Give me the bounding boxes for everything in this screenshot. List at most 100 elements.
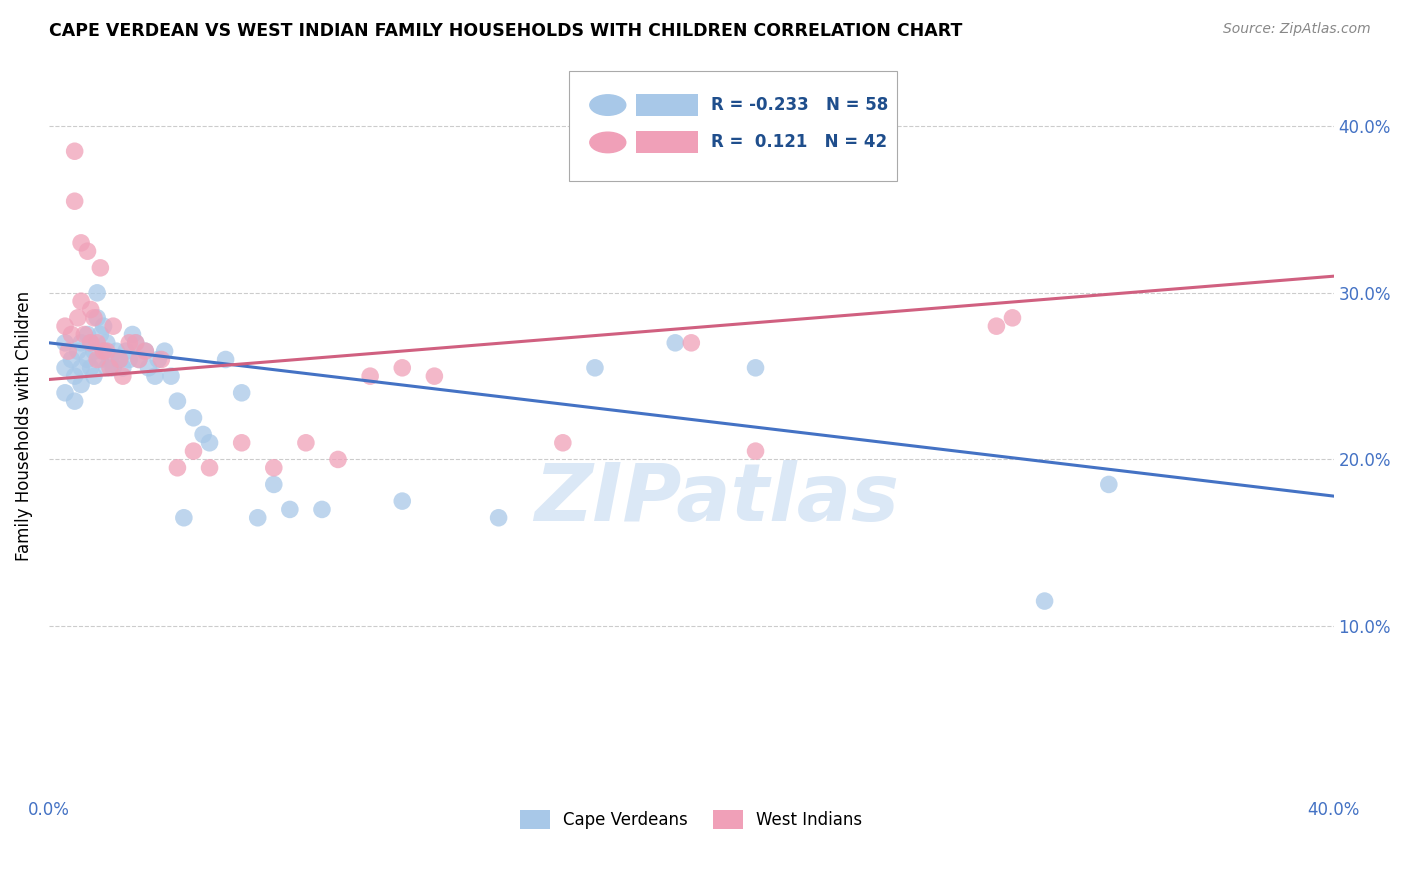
- Text: R = -0.233   N = 58: R = -0.233 N = 58: [710, 96, 887, 114]
- Point: [86, 285, 108, 300]
- Point: [391, 360, 413, 375]
- Point: [744, 360, 766, 375]
- Point: [98, 352, 121, 367]
- Point: [111, 369, 134, 384]
- FancyBboxPatch shape: [569, 70, 897, 180]
- Point: [93, 344, 115, 359]
- Point: [70, 294, 93, 309]
- Point: [111, 360, 134, 375]
- Point: [231, 435, 253, 450]
- Point: [664, 335, 686, 350]
- Point: [58, 344, 80, 359]
- Point: [986, 319, 1008, 334]
- Point: [86, 310, 108, 325]
- Circle shape: [589, 132, 626, 153]
- Point: [326, 452, 349, 467]
- Point: [53, 360, 76, 375]
- Point: [53, 319, 76, 334]
- Point: [198, 435, 221, 450]
- Legend: Cape Verdeans, West Indians: Cape Verdeans, West Indians: [513, 803, 869, 836]
- Point: [198, 460, 221, 475]
- Point: [423, 369, 446, 384]
- Point: [108, 352, 131, 367]
- FancyBboxPatch shape: [636, 94, 697, 116]
- Point: [359, 369, 381, 384]
- Point: [118, 352, 141, 367]
- Point: [89, 327, 111, 342]
- Point: [183, 410, 205, 425]
- Point: [681, 335, 703, 350]
- Point: [86, 352, 108, 367]
- Point: [63, 394, 86, 409]
- Point: [93, 319, 115, 334]
- Point: [214, 352, 236, 367]
- Point: [93, 344, 115, 359]
- Point: [160, 369, 183, 384]
- Point: [134, 344, 156, 359]
- Point: [70, 377, 93, 392]
- Point: [105, 344, 128, 359]
- Point: [246, 510, 269, 524]
- Point: [128, 352, 150, 367]
- Point: [89, 260, 111, 275]
- Point: [96, 335, 118, 350]
- Point: [53, 385, 76, 400]
- Point: [83, 310, 105, 325]
- Point: [166, 460, 188, 475]
- Point: [98, 360, 121, 375]
- Point: [278, 502, 301, 516]
- Point: [80, 302, 103, 317]
- Point: [103, 319, 125, 334]
- Y-axis label: Family Households with Children: Family Households with Children: [15, 291, 32, 561]
- Point: [60, 327, 83, 342]
- Point: [183, 444, 205, 458]
- Point: [70, 335, 93, 350]
- Point: [80, 335, 103, 350]
- Point: [121, 327, 143, 342]
- Point: [134, 344, 156, 359]
- Point: [191, 427, 214, 442]
- Text: ZIPatlas: ZIPatlas: [534, 460, 900, 539]
- Point: [66, 344, 89, 359]
- Point: [115, 344, 138, 359]
- Point: [173, 510, 195, 524]
- Point: [295, 435, 318, 450]
- Point: [128, 352, 150, 367]
- Point: [66, 310, 89, 325]
- Point: [80, 335, 103, 350]
- Point: [63, 145, 86, 159]
- Point: [96, 360, 118, 375]
- Point: [143, 369, 166, 384]
- Point: [153, 344, 176, 359]
- Text: Source: ZipAtlas.com: Source: ZipAtlas.com: [1223, 22, 1371, 37]
- Point: [83, 369, 105, 384]
- Point: [1098, 477, 1121, 491]
- Point: [76, 352, 98, 367]
- Point: [63, 194, 86, 209]
- Point: [231, 385, 253, 400]
- Point: [70, 235, 93, 250]
- Point: [744, 444, 766, 458]
- Text: CAPE VERDEAN VS WEST INDIAN FAMILY HOUSEHOLDS WITH CHILDREN CORRELATION CHART: CAPE VERDEAN VS WEST INDIAN FAMILY HOUSE…: [49, 22, 963, 40]
- Point: [80, 360, 103, 375]
- Point: [76, 327, 98, 342]
- Point: [166, 394, 188, 409]
- Point: [70, 360, 93, 375]
- Point: [76, 244, 98, 259]
- Text: R =  0.121   N = 42: R = 0.121 N = 42: [710, 134, 887, 152]
- Point: [53, 335, 76, 350]
- Point: [263, 477, 285, 491]
- FancyBboxPatch shape: [636, 131, 697, 153]
- Point: [86, 335, 108, 350]
- Point: [60, 352, 83, 367]
- Point: [73, 327, 96, 342]
- Point: [138, 360, 160, 375]
- Point: [89, 352, 111, 367]
- Point: [150, 352, 173, 367]
- Point: [103, 360, 125, 375]
- Point: [391, 494, 413, 508]
- Point: [118, 335, 141, 350]
- Point: [146, 352, 169, 367]
- Point: [125, 335, 148, 350]
- Point: [311, 502, 333, 516]
